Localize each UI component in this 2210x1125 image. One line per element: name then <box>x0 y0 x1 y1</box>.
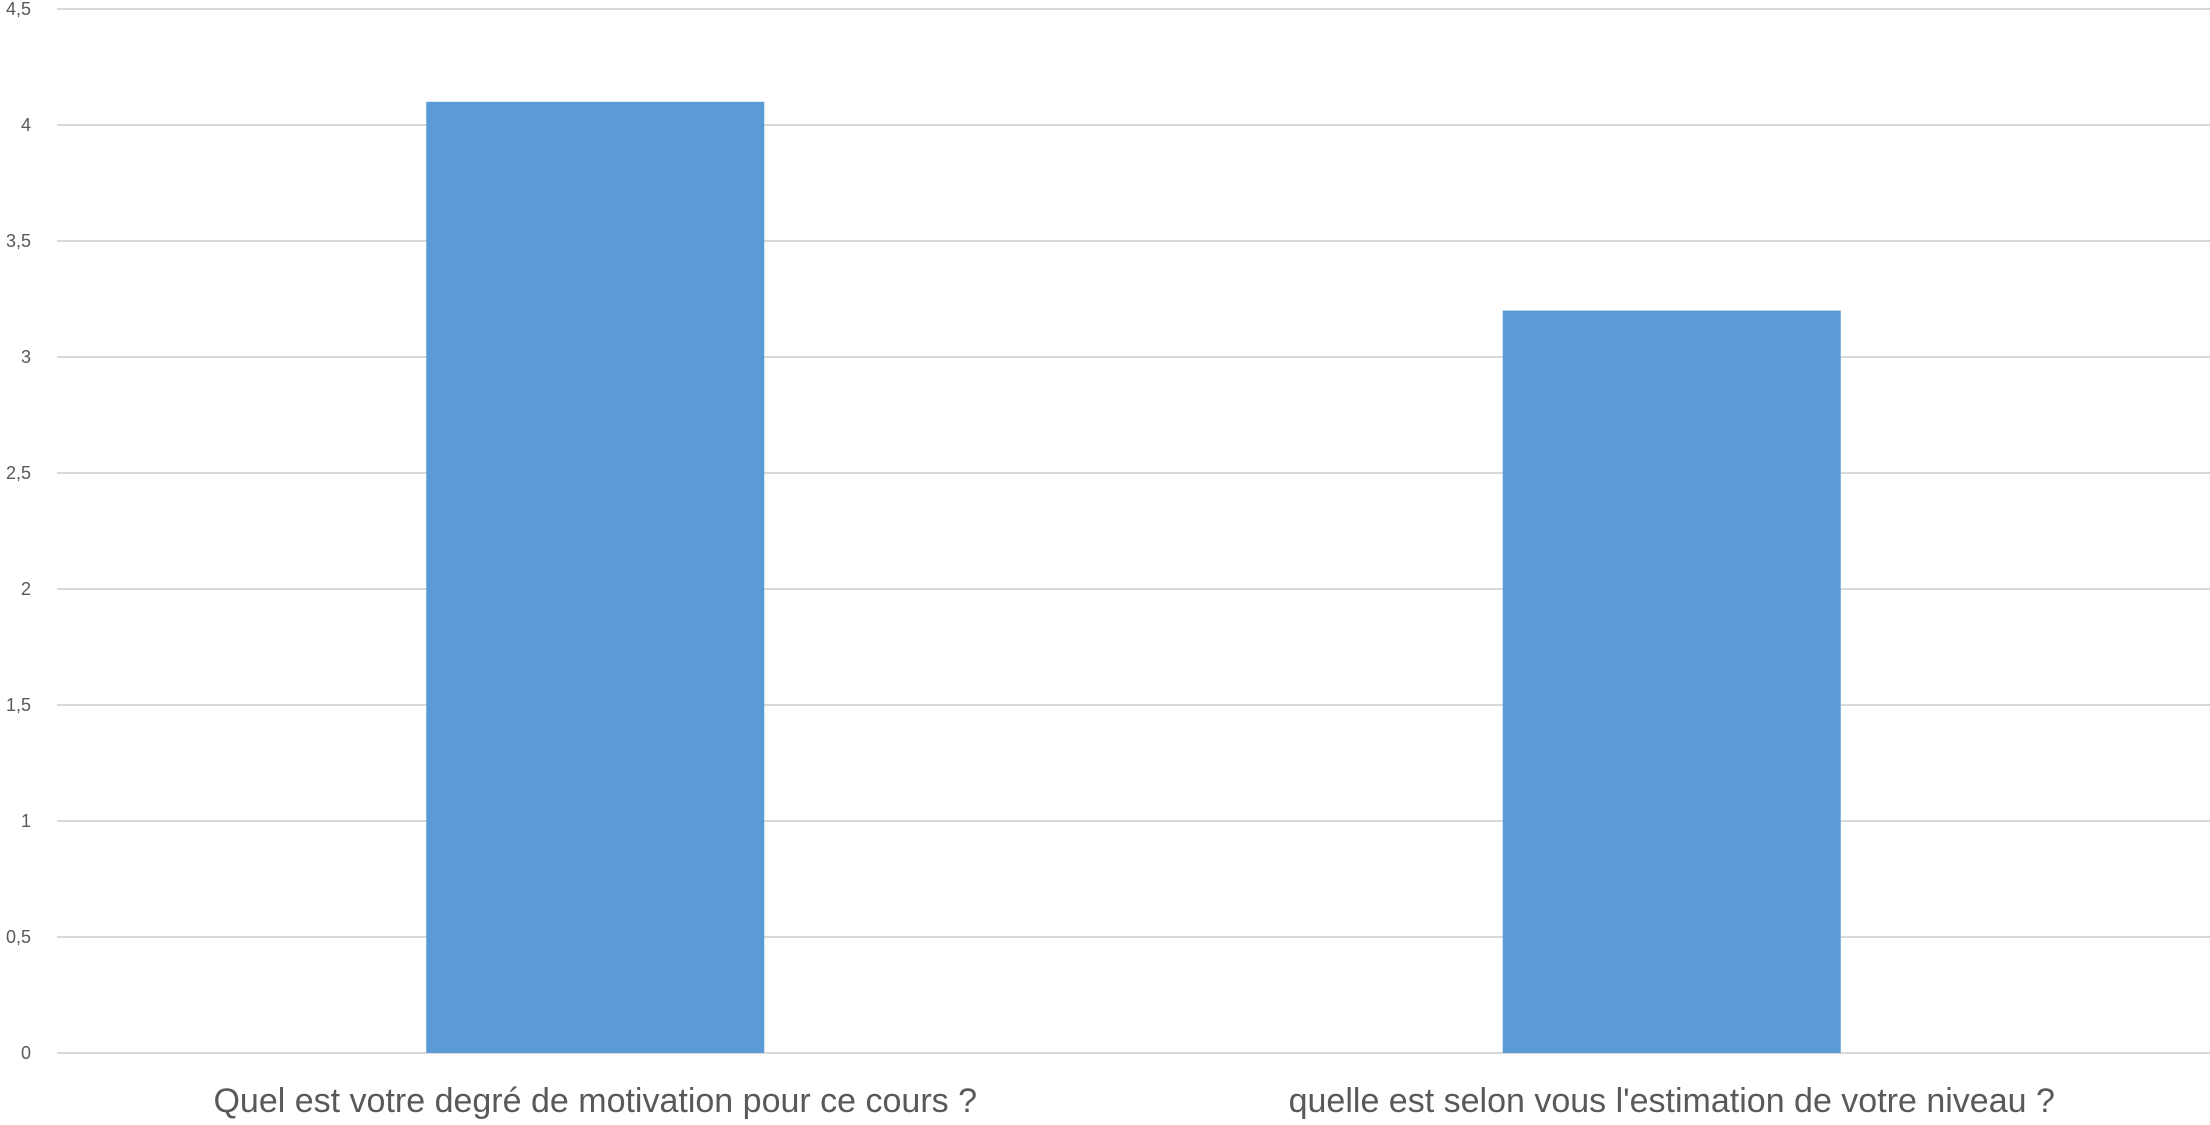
bar <box>426 101 765 1054</box>
y-tick-label: 0 <box>21 1043 31 1063</box>
gridlines <box>57 8 2210 1054</box>
y-tick-label: 3,5 <box>6 231 31 251</box>
bar <box>1502 310 1841 1054</box>
bars <box>426 101 1841 1054</box>
y-axis-ticks: 0 0,5 1 1,5 2 2,5 3 3,5 4 4,5 <box>6 0 31 1063</box>
x-category-label: quelle est selon vous l'estimation de vo… <box>1289 1082 2055 1120</box>
x-axis-labels: Quel est votre degré de motivation pour … <box>213 1082 2054 1120</box>
x-category-label: Quel est votre degré de motivation pour … <box>213 1082 977 1120</box>
y-tick-label: 4,5 <box>6 0 31 19</box>
y-tick-label: 1,5 <box>6 695 31 715</box>
y-tick-label: 4 <box>21 115 31 135</box>
y-tick-label: 1 <box>21 811 31 831</box>
y-tick-label: 3 <box>21 347 31 367</box>
y-tick-label: 2 <box>21 579 31 599</box>
y-tick-label: 2,5 <box>6 463 31 483</box>
y-tick-label: 0,5 <box>6 927 31 947</box>
